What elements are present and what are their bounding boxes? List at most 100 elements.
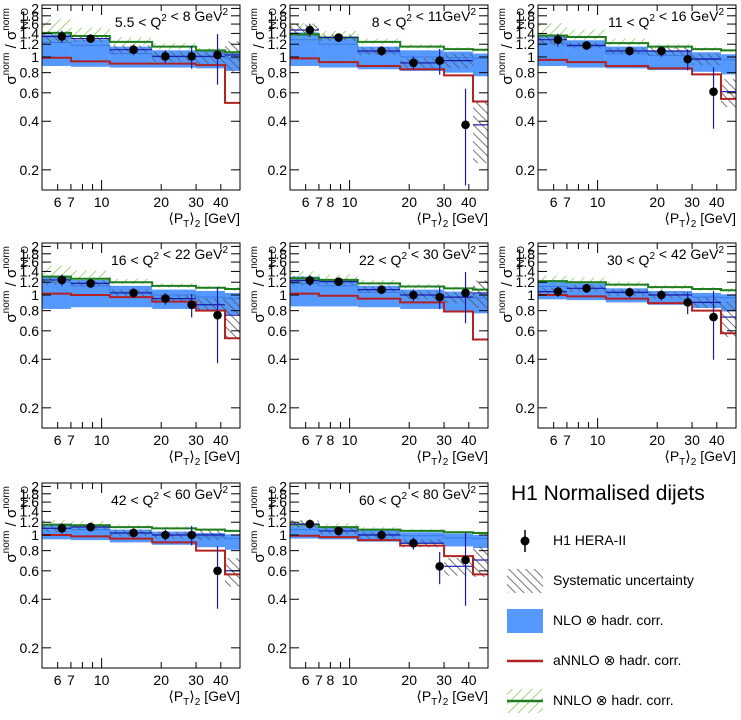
data-point	[187, 300, 196, 310]
data-point	[161, 294, 170, 303]
legend-label-nnlo: NNLO ⊗ hadr. corr.	[553, 692, 674, 708]
y-tick-label: 0.8	[516, 303, 536, 319]
data-point	[305, 276, 315, 285]
x-tick-label: 20	[649, 194, 665, 210]
nlo-band	[721, 54, 736, 75]
x-tick-label: 20	[401, 194, 417, 210]
panel-7: 0.2 0.4 0.6 0.811.21.41.61.82 6 7 10 20 30 40 42 <…	[1, 478, 241, 708]
x-axis-label: ⟨PT⟩2 [GeV]	[168, 688, 240, 708]
data-point	[461, 288, 470, 298]
x-tick-label: 8	[327, 672, 335, 688]
x-tick-label: 10	[94, 672, 110, 688]
plot-area	[538, 275, 736, 360]
data-point	[409, 290, 418, 300]
data-point	[435, 561, 444, 571]
data-point	[305, 25, 315, 35]
y-tick-label: 1.6	[20, 494, 40, 510]
syst-box	[473, 546, 488, 577]
red-line-icon	[507, 659, 543, 663]
x-tick-label: 20	[401, 432, 417, 448]
data-point	[129, 528, 138, 538]
plot-area	[42, 519, 240, 609]
annlo-line	[290, 292, 488, 341]
data-point	[409, 538, 418, 548]
data-point	[409, 58, 418, 68]
annlo-line	[538, 294, 736, 335]
x-tick-label: 40	[709, 194, 725, 210]
y-tick-label: 0.8	[268, 303, 288, 319]
data-point	[377, 530, 386, 540]
data-point	[187, 52, 196, 61]
plot-area	[538, 23, 736, 129]
data-point	[377, 285, 386, 294]
y-tick-label: 0.6	[516, 323, 536, 339]
nnlo-line	[42, 275, 240, 290]
x-tick-label: 7	[67, 194, 75, 210]
annlo-line	[290, 57, 488, 103]
data-point	[625, 46, 634, 56]
y-tick-label: 1	[31, 49, 39, 65]
y-tick-label: 2	[279, 238, 287, 254]
y-tick-label: 0.6	[20, 323, 40, 339]
y-tick-label: 0.4	[20, 113, 40, 129]
y-tick-label: 0.4	[268, 591, 288, 607]
x-tick-label: 40	[213, 432, 229, 448]
panel-title: 22 < Q2 < 30 GeV2	[359, 245, 476, 268]
x-tick-label: 20	[153, 194, 169, 210]
nlo-line	[290, 39, 488, 59]
y-tick-label: 0.2	[516, 162, 536, 178]
syst-box	[225, 297, 240, 340]
panel-title: 16 < Q2 < 22 GeV2	[111, 245, 228, 268]
y-tick-label: 1.8	[20, 246, 40, 262]
y-tick-label: 0.8	[20, 303, 40, 319]
data-point	[334, 277, 343, 286]
y-tick-label: 1	[527, 287, 535, 303]
legend-item-annlo: aNNLO ⊗ hadr. corr.	[505, 646, 735, 680]
nlo-band	[318, 38, 358, 68]
x-tick-label: 40	[461, 194, 477, 210]
data-point	[86, 34, 95, 43]
y-tick-label: 0.4	[516, 351, 536, 367]
y-tick-label: 0.4	[20, 351, 40, 367]
legend-item-nnlo: NNLO ⊗ hadr. corr.	[505, 686, 735, 720]
annlo-line	[42, 292, 240, 340]
data-point	[709, 312, 718, 322]
y-tick-label: 0.6	[20, 85, 40, 101]
data-point	[461, 555, 470, 565]
legend: H1 Normalised dijets H1 HERA-II Systemat…	[495, 478, 735, 713]
green-hatch-line-icon	[507, 689, 543, 713]
y-tick-label: 1.8	[268, 486, 288, 502]
y-tick-label: 1.4	[268, 25, 288, 41]
y-tick-label: 1.6	[268, 494, 288, 510]
x-tick-label: 40	[461, 432, 477, 448]
nlo-line	[290, 529, 488, 540]
y-tick-label: 0.2	[516, 400, 536, 416]
y-tick-label: 1	[31, 287, 39, 303]
y-tick-label: 0.6	[268, 563, 288, 579]
x-tick-label: 6	[302, 672, 310, 688]
y-tick-label: 0.8	[268, 543, 288, 559]
data-point	[213, 310, 222, 320]
y-tick-label: 0.2	[20, 640, 40, 656]
nlo-line	[538, 285, 736, 299]
y-tick-label: 0.2	[268, 162, 288, 178]
y-axis-label-sub: NLO	[20, 8, 31, 29]
y-tick-label: 0.4	[268, 113, 288, 129]
x-tick-label: 30	[188, 672, 204, 688]
y-tick-label: 1.2	[20, 36, 40, 52]
x-tick-label: 6	[54, 432, 62, 448]
x-tick-label: 30	[188, 194, 204, 210]
y-tick-label: 0.6	[516, 85, 536, 101]
syst-box	[721, 301, 736, 337]
y-tick-label: 1.6	[20, 254, 40, 270]
panel-1: 0.2 0.4 0.6 0.811.21.41.61.82 6 7 10 20 30 40 5.5 …	[1, 0, 241, 230]
x-tick-label: 10	[342, 432, 358, 448]
nnlo-line	[42, 31, 240, 54]
y-tick-label: 1	[527, 49, 535, 65]
y-tick-label: 1.4	[20, 25, 40, 41]
y-tick-label: 0.8	[268, 65, 288, 81]
x-tick-label: 30	[436, 672, 452, 688]
y-tick-label: 0.4	[20, 591, 40, 607]
x-tick-label: 8	[327, 432, 335, 448]
